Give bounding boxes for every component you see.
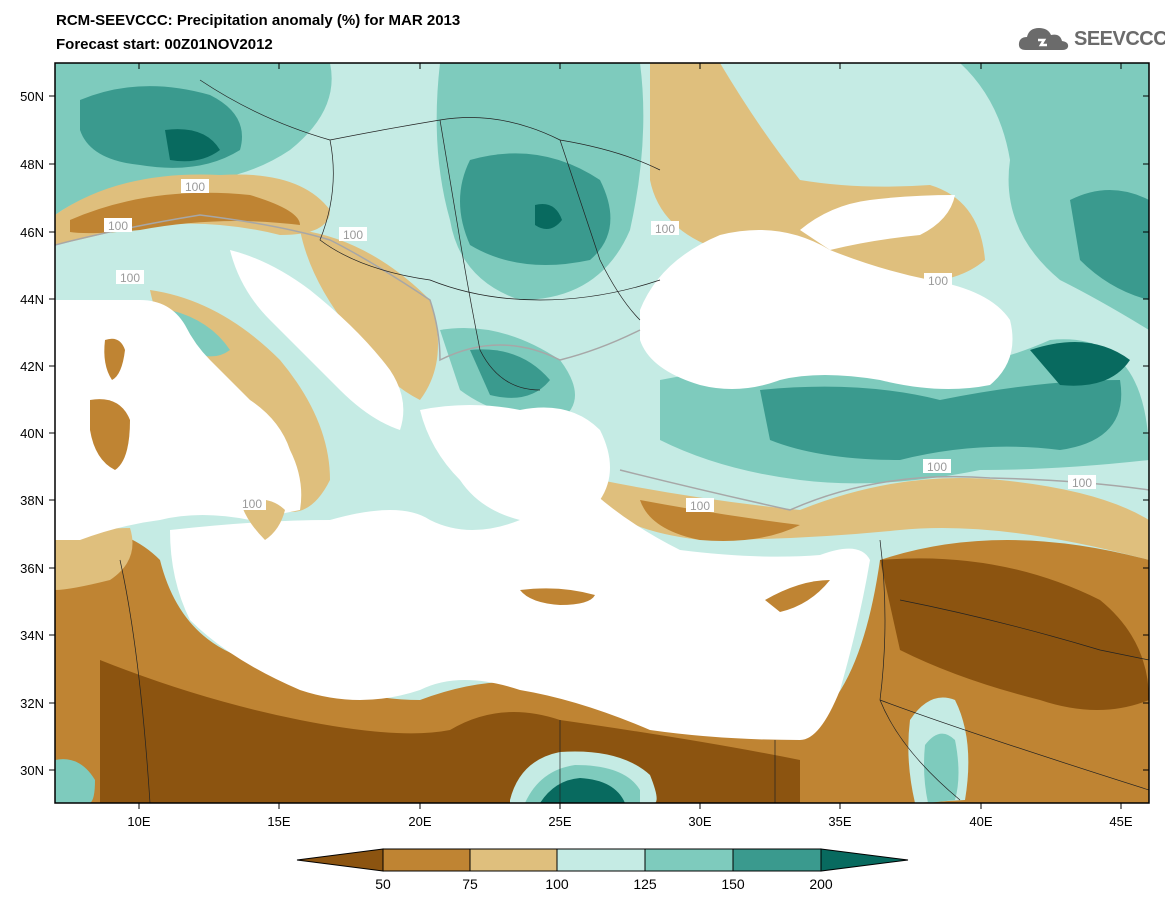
contour-label: 100 (928, 274, 948, 288)
field-very-dry-syria-iraq (880, 558, 1149, 710)
lat-label: 40N (20, 426, 44, 441)
cloud-icon (1018, 28, 1069, 50)
lon-label: 25E (548, 814, 571, 829)
field-wet-saudi (924, 733, 959, 803)
colorbar-tick-label: 100 (545, 876, 569, 892)
contour-label: 100 (185, 180, 205, 194)
colorbar-tick-label: 150 (721, 876, 745, 892)
contour-label-bg (651, 221, 679, 235)
island-corsica (104, 338, 125, 380)
colorbar-segment (644, 848, 734, 872)
lat-label: 34N (20, 628, 44, 643)
field-extreme-wet-caucasus (1030, 342, 1130, 386)
map-title: RCM-SEEVCCC: Precipitation anomaly (%) f… (56, 12, 461, 29)
forecast-start-label: Forecast start: 00Z01NOV2012 (56, 36, 273, 53)
sea-adriatic (230, 250, 404, 430)
lat-label: 46N (20, 225, 44, 240)
island-sardinia (90, 399, 130, 470)
colorbar-tick-label: 50 (375, 876, 391, 892)
lat-label: 36N (20, 561, 44, 576)
field-dry-south-turkey (640, 500, 800, 541)
latitude-axis: 50N 48N 46N 44N 42N 40N 38N 36N 34N 32N 30N (20, 89, 1149, 778)
sea-azov (800, 195, 955, 250)
contour-label: 100 (108, 219, 128, 233)
country-borders (119, 79, 1149, 803)
contour-label-bg (923, 459, 951, 473)
lon-label: 35E (828, 814, 851, 829)
lat-label: 50N (20, 89, 44, 104)
contour-label-bg (104, 218, 132, 232)
contour-label-bg (686, 498, 714, 512)
contour-label: 100 (927, 460, 947, 474)
colorbar-tick-label: 125 (633, 876, 657, 892)
contour-label: 100 (343, 228, 363, 242)
longitude-axis: 10E 15E 20E 25E 30E 35E 40E 45E (127, 63, 1133, 829)
contour-labels: 100 100 100 100 100 100 100 100 100 100 (104, 179, 1096, 513)
seevccc-logo: SEEVCCC (1016, 22, 1165, 56)
field-slightly-dry-tunisia (55, 528, 133, 590)
island-cyprus (765, 580, 830, 612)
lat-label: 32N (20, 696, 44, 711)
contour-label: 100 (1072, 476, 1092, 490)
contour-label: 100 (120, 271, 140, 285)
lon-label: 30E (688, 814, 711, 829)
field-slightly-dry-balkans (300, 230, 438, 400)
sea-mediterranean (170, 480, 870, 740)
colorbar-tick-label: 75 (462, 876, 478, 892)
contour-label: 100 (242, 497, 262, 511)
lon-label: 45E (1109, 814, 1132, 829)
field-very-wet-turkey (760, 380, 1122, 460)
colorbar-segment (382, 848, 471, 872)
sea-aegean (420, 405, 610, 520)
contour-label-bg (924, 273, 952, 287)
field-extreme-wet-germany (165, 129, 220, 162)
anomaly-field (55, 63, 1149, 803)
contour-label-bg (181, 179, 209, 193)
lon-label: 40E (969, 814, 992, 829)
colorbar-segment (556, 848, 646, 872)
lon-label: 20E (408, 814, 431, 829)
lon-label: 10E (127, 814, 150, 829)
island-crete (520, 588, 595, 605)
contour-line-100-north (55, 214, 641, 362)
field-wet-morocco (55, 759, 95, 803)
field-very-wet-russia (1070, 190, 1149, 300)
contour-label-bg (238, 496, 266, 510)
field-extreme-wet-carpathians (535, 204, 562, 229)
lon-label: 15E (267, 814, 290, 829)
colorbar-segment (469, 848, 558, 872)
colorbar-segment-below (296, 848, 384, 872)
field-extreme-wet-libya (540, 778, 625, 803)
contour-label-bg (1068, 475, 1096, 489)
colorbar-tick-label: 200 (809, 876, 833, 892)
contour-label: 100 (655, 222, 675, 236)
logo-text: SEEVCCC (1074, 28, 1165, 50)
contour-label: 100 (690, 499, 710, 513)
colorbar: 50 75 100 125 150 200 (296, 848, 909, 892)
lat-label: 38N (20, 493, 44, 508)
lat-label: 30N (20, 763, 44, 778)
field-very-wet-bulgaria (470, 349, 550, 398)
sea-black-sea (640, 230, 1013, 389)
lat-label: 42N (20, 359, 44, 374)
lat-label: 48N (20, 157, 44, 172)
contour-label-bg (116, 270, 144, 284)
lat-label: 44N (20, 292, 44, 307)
contour-label-bg (339, 227, 367, 241)
colorbar-segment (732, 848, 822, 872)
colorbar-segment-above (820, 848, 909, 872)
